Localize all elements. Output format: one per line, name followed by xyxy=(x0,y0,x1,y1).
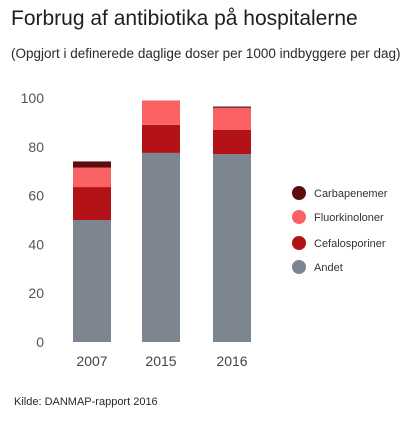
x-tick-label: 2015 xyxy=(145,353,176,369)
source-note: Kilde: DANMAP-rapport 2016 xyxy=(14,396,158,408)
bar-segment-andet-2015 xyxy=(142,152,180,342)
legend-swatch-carbapenemer xyxy=(292,186,306,200)
bar-segment-andet-2007 xyxy=(73,220,111,342)
legend-label-carbapenemer: Carbapenemer xyxy=(314,188,388,200)
bar-segment-fluorkinoloner-2007 xyxy=(73,167,111,188)
legend-label-fluorkinoloner: Fluorkinoloner xyxy=(314,212,384,224)
bar-segment-cefalosporiner-2016 xyxy=(213,129,251,155)
y-tick-label: 60 xyxy=(28,188,44,204)
bar-segment-andet-2016 xyxy=(213,154,251,342)
bar-segment-cefalosporiner-2015 xyxy=(142,124,180,153)
x-tick-label: 2007 xyxy=(76,353,107,369)
legend-swatch-andet xyxy=(292,260,306,274)
bar-segment-cefalosporiner-2007 xyxy=(73,187,111,220)
legend-label-andet: Andet xyxy=(314,262,343,274)
bar-segment-fluorkinoloner-2016 xyxy=(213,107,251,130)
bar-segment-carbapenemer-2016 xyxy=(213,106,251,108)
bar-segment-fluorkinoloner-2015 xyxy=(142,100,180,125)
chart-title: Forbrug af antibiotika på hospitalerne xyxy=(11,7,358,30)
legend-swatch-cefalosporiner xyxy=(292,236,306,250)
x-tick-label: 2016 xyxy=(216,353,247,369)
y-tick-label: 100 xyxy=(21,90,45,106)
legend-label-cefalosporiner: Cefalosporiner xyxy=(314,238,386,250)
chart-subtitle: (Opgjort i definerede daglige doser per … xyxy=(11,46,400,61)
y-tick-label: 80 xyxy=(28,139,44,155)
y-tick-label: 0 xyxy=(36,334,44,350)
bar-segment-carbapenemer-2007 xyxy=(73,161,111,168)
legend-swatch-fluorkinoloner xyxy=(292,210,306,224)
y-tick-label: 40 xyxy=(28,236,44,252)
y-tick-label: 20 xyxy=(28,285,44,301)
